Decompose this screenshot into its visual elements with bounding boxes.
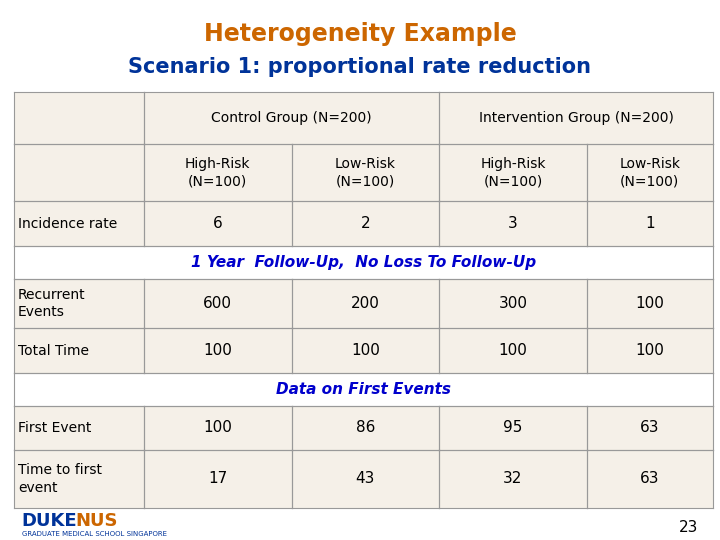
Bar: [292, 201, 439, 246]
Bar: [144, 450, 292, 508]
Bar: [587, 144, 713, 201]
Bar: [14, 373, 713, 406]
Text: 300: 300: [498, 296, 528, 311]
Text: Control Group (N=200): Control Group (N=200): [211, 111, 372, 125]
Bar: [292, 406, 439, 450]
Bar: [439, 328, 587, 373]
Bar: [292, 279, 439, 328]
Text: 1: 1: [645, 216, 654, 231]
Text: Incidence rate: Incidence rate: [18, 217, 117, 231]
Bar: [439, 201, 587, 246]
Text: 100: 100: [203, 343, 233, 358]
Text: High-Risk
(N=100): High-Risk (N=100): [480, 157, 546, 188]
Bar: [292, 450, 439, 508]
Text: DUKE: DUKE: [22, 512, 77, 530]
Text: Low-Risk
(N=100): Low-Risk (N=100): [335, 157, 396, 188]
Text: 600: 600: [203, 296, 233, 311]
Bar: [14, 328, 144, 373]
Text: Heterogeneity Example: Heterogeneity Example: [204, 22, 516, 45]
Bar: [587, 406, 713, 450]
Bar: [144, 92, 439, 144]
Text: Total Time: Total Time: [18, 344, 89, 357]
Text: 86: 86: [356, 421, 375, 435]
Text: 100: 100: [635, 296, 665, 311]
Text: 2: 2: [361, 216, 370, 231]
Bar: [14, 246, 713, 279]
Text: 3: 3: [508, 216, 518, 231]
Text: 17: 17: [208, 471, 228, 487]
Text: Scenario 1: proportional rate reduction: Scenario 1: proportional rate reduction: [128, 57, 592, 77]
Bar: [439, 144, 587, 201]
Text: 6: 6: [213, 216, 222, 231]
Text: Low-Risk
(N=100): Low-Risk (N=100): [619, 157, 680, 188]
Bar: [14, 406, 144, 450]
Text: 100: 100: [635, 343, 665, 358]
Bar: [14, 201, 144, 246]
Bar: [14, 92, 144, 144]
Bar: [144, 144, 292, 201]
Text: High-Risk
(N=100): High-Risk (N=100): [185, 157, 251, 188]
Text: 63: 63: [640, 471, 660, 487]
Text: 23: 23: [679, 519, 698, 535]
Text: 95: 95: [503, 421, 523, 435]
Bar: [14, 279, 144, 328]
Bar: [439, 406, 587, 450]
Bar: [14, 144, 144, 201]
Bar: [439, 92, 713, 144]
Bar: [439, 279, 587, 328]
Text: Intervention Group (N=200): Intervention Group (N=200): [479, 111, 673, 125]
Text: Recurrent
Events: Recurrent Events: [18, 288, 86, 319]
Bar: [144, 279, 292, 328]
Text: NUS: NUS: [76, 512, 118, 530]
Text: 200: 200: [351, 296, 380, 311]
Text: 43: 43: [356, 471, 375, 487]
Bar: [587, 279, 713, 328]
Bar: [144, 201, 292, 246]
Bar: [439, 450, 587, 508]
Text: 100: 100: [203, 421, 233, 435]
Text: Time to first
event: Time to first event: [18, 463, 102, 495]
Bar: [292, 144, 439, 201]
Text: 32: 32: [503, 471, 523, 487]
Bar: [292, 328, 439, 373]
Text: 63: 63: [640, 421, 660, 435]
Text: 100: 100: [498, 343, 528, 358]
Bar: [587, 450, 713, 508]
Bar: [14, 450, 144, 508]
Text: 100: 100: [351, 343, 380, 358]
Text: GRADUATE MEDICAL SCHOOL SINGAPORE: GRADUATE MEDICAL SCHOOL SINGAPORE: [22, 530, 166, 537]
Bar: [144, 406, 292, 450]
Bar: [587, 328, 713, 373]
Bar: [144, 328, 292, 373]
Bar: [587, 201, 713, 246]
Text: Data on First Events: Data on First Events: [276, 382, 451, 397]
Text: 1 Year  Follow-Up,  No Loss To Follow-Up: 1 Year Follow-Up, No Loss To Follow-Up: [191, 255, 536, 270]
Text: First Event: First Event: [18, 421, 91, 435]
